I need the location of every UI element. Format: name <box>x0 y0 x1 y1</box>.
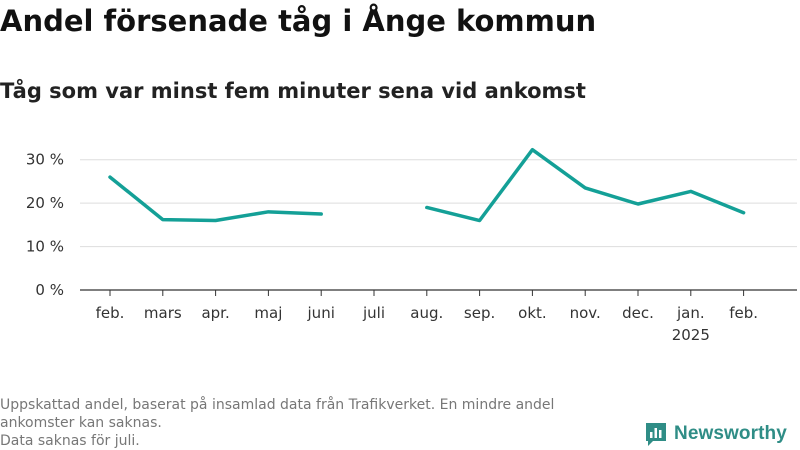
footer-note-line-2: Data saknas för juli. <box>0 433 140 449</box>
y-tick-label: 20 % <box>26 194 64 212</box>
x-tick-label: dec. <box>622 304 654 322</box>
x-tick-label: sep. <box>464 304 495 322</box>
footer-note-line-1: Uppskattad andel, baserat på insamlad da… <box>0 397 555 431</box>
x-tick-label: okt. <box>518 304 547 322</box>
x-tick-label: feb. <box>96 304 125 322</box>
chart-subtitle: Tåg som var minst fem minuter sena vid a… <box>0 79 586 103</box>
newsworthy-logo-icon <box>646 423 666 446</box>
x-tick-label: maj <box>254 304 282 322</box>
x-tick-label: aug. <box>410 304 443 322</box>
x-axis-ticks: feb. mars apr. maj juni juli aug. sep. okt. nov. d… <box>96 290 758 344</box>
series-line-segment <box>108 175 323 223</box>
footer-note: Uppskattad andel, baserat på insamlad da… <box>0 396 630 450</box>
x-tick-label: feb. <box>729 304 758 322</box>
x-tick-label: nov. <box>570 304 601 322</box>
series-lines <box>108 147 746 223</box>
y-tick-label: 30 % <box>26 151 64 169</box>
brand-name: Newsworthy <box>674 423 787 444</box>
y-tick-label: 0 % <box>35 281 64 299</box>
x-tick-label: juni <box>307 304 335 322</box>
series-line-segment <box>425 147 746 223</box>
gridlines <box>80 159 797 291</box>
brand-logo: Newsworthy <box>644 420 787 448</box>
x-tick-label: juli <box>362 304 385 322</box>
chart-title: Andel försenade tåg i Ånge kommun <box>0 4 597 38</box>
x-tick-year-label: 2025 <box>672 326 710 344</box>
x-tick-label: apr. <box>201 304 229 322</box>
y-tick-label: 10 % <box>26 238 64 256</box>
y-axis-ticks: 0 % 10 % 20 % 30 % <box>26 151 64 299</box>
x-tick-label: jan. <box>676 304 705 322</box>
x-tick-label: mars <box>144 304 182 322</box>
